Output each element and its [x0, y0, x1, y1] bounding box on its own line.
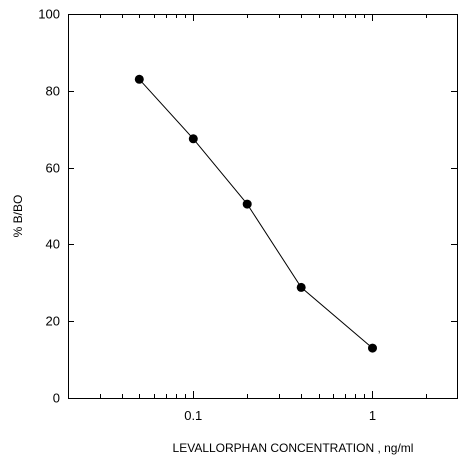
y-tick-label-0: 0: [53, 391, 60, 406]
data-point-1: [188, 134, 198, 144]
data-point-4: [368, 343, 377, 353]
y-tick-label-1: 20: [46, 314, 60, 329]
y-tick-label-2: 40: [46, 237, 60, 252]
y-tick-label-5: 100: [38, 7, 60, 22]
x-axis-title: LEVALLORPHAN CONCENTRATION , ng/ml: [173, 441, 414, 455]
x-tick-label-1: 1: [369, 408, 376, 423]
series-line-0: [138, 78, 373, 349]
series-layer: [134, 74, 377, 353]
y-axis-ticks: 0 20 40 60 80 100: [38, 7, 457, 406]
plot-frame: [68, 14, 458, 399]
data-point-3: [296, 282, 306, 292]
data-point-0: [134, 74, 144, 84]
data-point-2: [242, 199, 252, 209]
x-tick-label-0: 0.1: [184, 408, 202, 423]
y-tick-label-4: 80: [46, 84, 60, 99]
y-axis-title: % B/BO: [11, 195, 25, 238]
x-axis-ticks: 0.1 1: [68, 14, 427, 423]
y-tick-label-3: 60: [46, 161, 60, 176]
